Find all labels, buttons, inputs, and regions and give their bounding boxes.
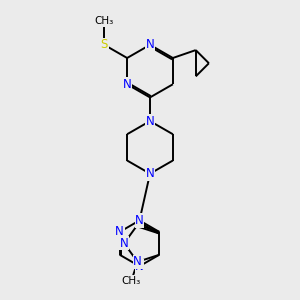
Text: N: N — [146, 167, 154, 180]
Text: CH₃: CH₃ — [94, 16, 114, 26]
Text: N: N — [123, 78, 131, 91]
Text: N: N — [135, 260, 144, 273]
Text: N: N — [146, 38, 154, 51]
Text: N: N — [146, 115, 154, 128]
Text: N: N — [115, 225, 124, 239]
Text: N: N — [135, 214, 144, 227]
Text: N: N — [120, 237, 128, 250]
Text: N: N — [133, 255, 142, 268]
Text: CH₃: CH₃ — [122, 276, 141, 286]
Text: S: S — [100, 38, 108, 51]
